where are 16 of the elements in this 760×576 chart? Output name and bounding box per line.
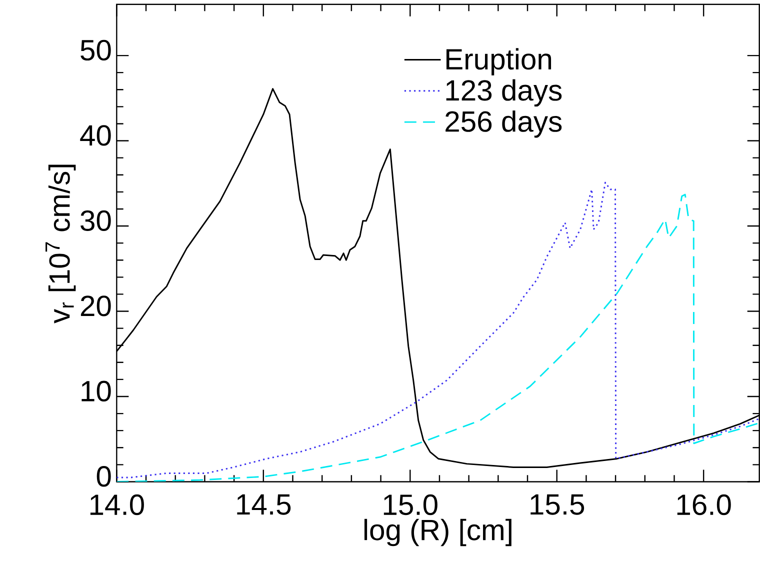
y-tick-label: 10 [82,380,111,402]
x-tick-label: 15.0 [384,494,438,516]
x-tick-label: 16.0 [677,494,731,516]
legend-label: Eruption [446,48,552,76]
y-axis-title: v$_{r}$ [10$^{7}$ cm/s] [46,164,76,324]
x-tick-label: 14.0 [90,494,144,516]
legend-label: 256 days [446,110,562,138]
x-tick-label: 15.5 [530,494,584,515]
x-axis-title: log (R) [cm] [364,518,512,546]
y-tick-label: 0 [96,466,111,487]
legend-label: 123 days [446,79,562,107]
y-tick-label: 40 [80,125,111,146]
y-tick-label: 30 [80,210,111,232]
x-tick-label: 14.5 [237,494,291,515]
y-tick-label: 50 [80,40,111,61]
y-tick-label: 20 [80,296,111,316]
